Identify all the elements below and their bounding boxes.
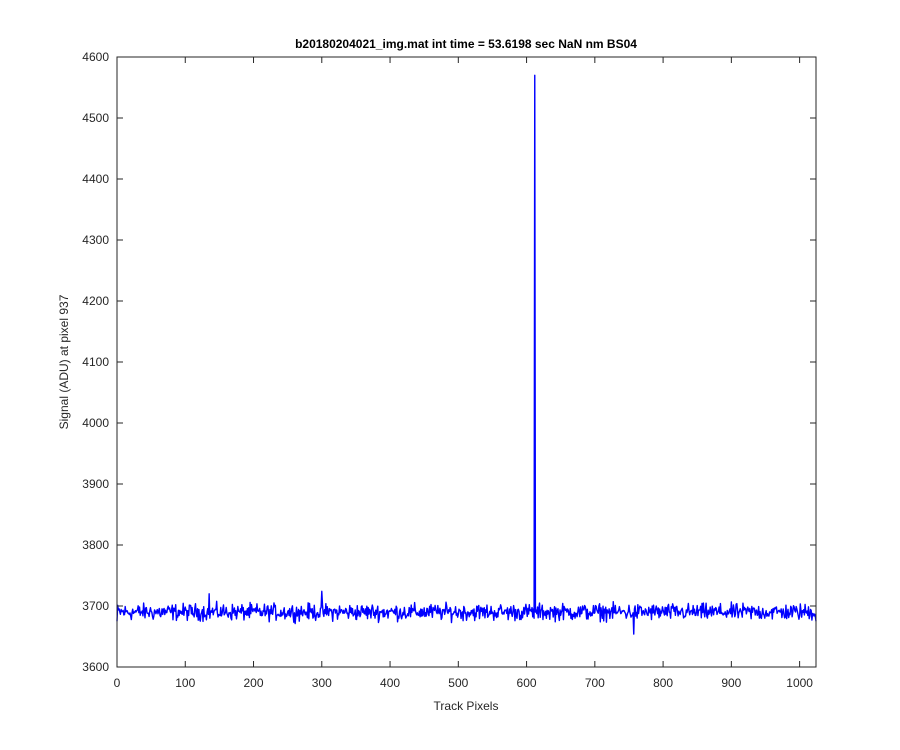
x-tick-label: 200	[244, 676, 264, 690]
y-tick-label: 3800	[82, 538, 109, 552]
x-tick-label: 600	[517, 676, 537, 690]
chart-title: b20180204021_img.mat int time = 53.6198 …	[295, 37, 637, 51]
y-tick-label: 4200	[82, 294, 109, 308]
plot-area: 0 100 200 300 400 500 600 700 800 900 1000 3600 3700…	[82, 50, 817, 690]
y-tick-label: 4000	[82, 416, 109, 430]
y-axis-label: Signal (ADU) at pixel 937	[57, 294, 71, 429]
x-tick-label: 1000	[786, 676, 813, 690]
x-tick-label: 400	[380, 676, 400, 690]
x-tick-label: 0	[114, 676, 121, 690]
x-tick-label: 800	[653, 676, 673, 690]
x-tick-label: 900	[721, 676, 741, 690]
y-tick-label: 3900	[82, 477, 109, 491]
y-tick-label: 3600	[82, 660, 109, 674]
y-tick-label: 3700	[82, 599, 109, 613]
x-tick-label: 300	[312, 676, 332, 690]
y-tick-label: 4500	[82, 111, 109, 125]
y-tick-label: 4400	[82, 172, 109, 186]
x-tick-label: 100	[175, 676, 195, 690]
x-tick-label: 500	[448, 676, 468, 690]
x-tick-label: 700	[585, 676, 605, 690]
y-tick-label: 4100	[82, 355, 109, 369]
y-tick-label: 4600	[82, 50, 109, 64]
series-line	[116, 74, 817, 635]
y-tick-label: 4300	[82, 233, 109, 247]
x-axis-label: Track Pixels	[434, 699, 499, 713]
axes-box	[116, 56, 817, 668]
